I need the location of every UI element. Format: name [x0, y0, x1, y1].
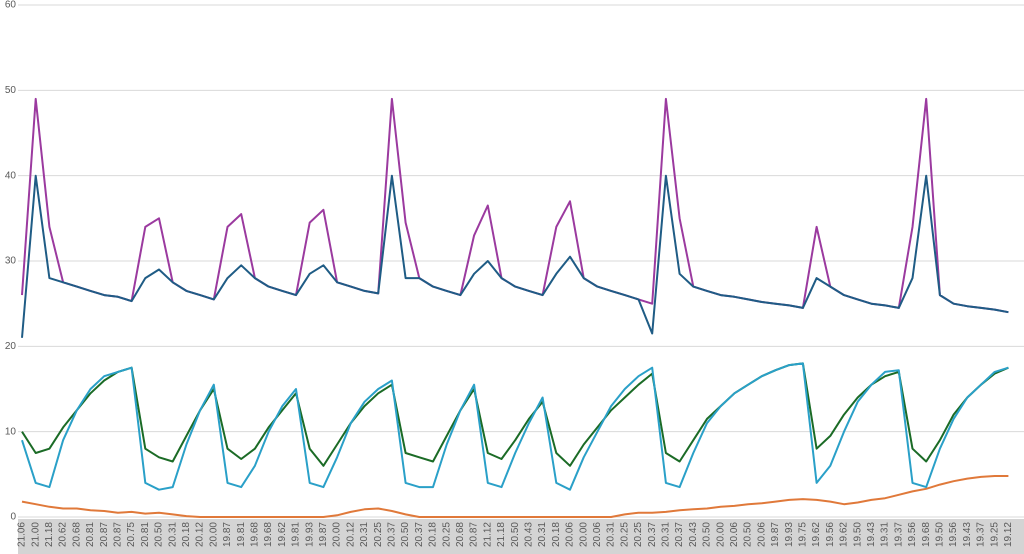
x-tick-label: 19.25 — [989, 522, 1000, 547]
x-axis-band — [18, 519, 1024, 554]
x-tick-label: 20.06 — [729, 522, 740, 547]
x-tick-label: 19.87 — [222, 522, 233, 547]
x-tick-label: 19.62 — [839, 522, 850, 547]
x-tick-label: 19.93 — [784, 522, 795, 547]
x-tick-label: 19.37 — [976, 522, 987, 547]
x-tick-label: 20.00 — [578, 522, 589, 547]
x-tick-label: 20.25 — [633, 522, 644, 547]
x-tick-label: 20.31 — [537, 522, 548, 547]
x-tick-label: 19.81 — [236, 522, 247, 547]
x-tick-label: 19.50 — [852, 522, 863, 547]
x-tick-label: 20.37 — [674, 522, 685, 547]
x-tick-label: 20.31 — [606, 522, 617, 547]
x-tick-label: 20.31 — [359, 522, 370, 547]
x-tick-label: 19.37 — [893, 522, 904, 547]
x-tick-label: 20.06 — [756, 522, 767, 547]
x-tick-label: 20.43 — [524, 522, 535, 547]
y-tick-label: 10 — [5, 426, 17, 437]
x-tick-label: 20.62 — [58, 522, 69, 547]
x-tick-label: 20.50 — [702, 522, 713, 547]
x-axis: 21.06 21.00 21.18 20.62 20.68 20.81 20.87 20.87… — [17, 522, 1014, 547]
x-tick-label: 19.31 — [880, 522, 891, 547]
x-tick-label: 20.81 — [85, 522, 96, 547]
series-line — [21, 362, 1009, 491]
x-tick-label: 20.12 — [345, 522, 356, 547]
x-tick-label: 20.25 — [373, 522, 384, 547]
x-tick-label: 19.56 — [948, 522, 959, 547]
x-tick-label: 20.18 — [181, 522, 192, 547]
x-tick-label: 21.00 — [30, 522, 41, 547]
x-tick-label: 20.68 — [455, 522, 466, 547]
y-tick-label: 40 — [5, 170, 17, 181]
x-tick-label: 19.68 — [263, 522, 274, 547]
x-tick-label: 19.43 — [962, 522, 973, 547]
y-tick-label: 20 — [5, 341, 17, 352]
series-line — [21, 174, 1009, 338]
y-tick-label: 0 — [10, 512, 16, 523]
x-tick-label: 20.43 — [688, 522, 699, 547]
x-tick-label: 19.81 — [291, 522, 302, 547]
y-tick-label: 60 — [5, 0, 17, 11]
x-tick-label: 20.50 — [510, 522, 521, 547]
x-tick-label: 19.68 — [250, 522, 261, 547]
x-tick-label: 20.25 — [619, 522, 630, 547]
x-tick-label: 21.18 — [496, 522, 507, 547]
x-tick-label: 19.62 — [811, 522, 822, 547]
series-line — [21, 475, 1009, 518]
y-tick-label: 50 — [5, 85, 17, 96]
x-tick-label: 19.56 — [825, 522, 836, 547]
x-tick-label: 20.18 — [428, 522, 439, 547]
x-tick-label: 19.68 — [921, 522, 932, 547]
x-tick-label: 21.12 — [482, 522, 493, 547]
x-tick-label: 20.18 — [551, 522, 562, 547]
x-tick-label: 19.87 — [318, 522, 329, 547]
x-tick-label: 20.00 — [715, 522, 726, 547]
x-tick-label: 21.18 — [44, 522, 55, 547]
plot — [21, 97, 1009, 518]
x-tick-label: 20.31 — [661, 522, 672, 547]
x-tick-label: 19.43 — [866, 522, 877, 547]
x-tick-label: 20.31 — [167, 522, 178, 547]
x-tick-label: 19.50 — [935, 522, 946, 547]
x-tick-label: 20.25 — [441, 522, 452, 547]
grid: 0 10 20 30 40 50 60 — [5, 0, 1024, 523]
x-tick-label: 20.12 — [195, 522, 206, 547]
x-tick-label: 19.93 — [304, 522, 315, 547]
x-tick-label: 20.06 — [565, 522, 576, 547]
x-tick-label: 20.75 — [126, 522, 137, 547]
x-tick-label: 20.00 — [208, 522, 219, 547]
y-tick-label: 30 — [5, 256, 17, 267]
x-tick-label: 20.50 — [400, 522, 411, 547]
x-tick-label: 20.37 — [387, 522, 398, 547]
x-tick-label: 19.87 — [770, 522, 781, 547]
x-tick-label: 20.37 — [414, 522, 425, 547]
x-tick-label: 20.50 — [743, 522, 754, 547]
x-tick-label: 20.00 — [332, 522, 343, 547]
x-tick-label: 20.06 — [592, 522, 603, 547]
x-tick-label: 20.87 — [113, 522, 124, 547]
x-tick-label: 20.68 — [71, 522, 82, 547]
x-tick-label: 20.87 — [99, 522, 110, 547]
series-line — [21, 362, 1009, 467]
x-tick-label: 20.50 — [154, 522, 165, 547]
x-tick-label: 20.37 — [647, 522, 658, 547]
x-tick-label: 19.56 — [907, 522, 918, 547]
x-tick-label: 19.12 — [1003, 522, 1014, 547]
x-tick-label: 20.81 — [140, 522, 151, 547]
x-tick-label: 21.06 — [17, 522, 28, 547]
x-tick-label: 20.87 — [469, 522, 480, 547]
x-tick-label: 19.75 — [798, 522, 809, 547]
x-tick-label: 19.62 — [277, 522, 288, 547]
